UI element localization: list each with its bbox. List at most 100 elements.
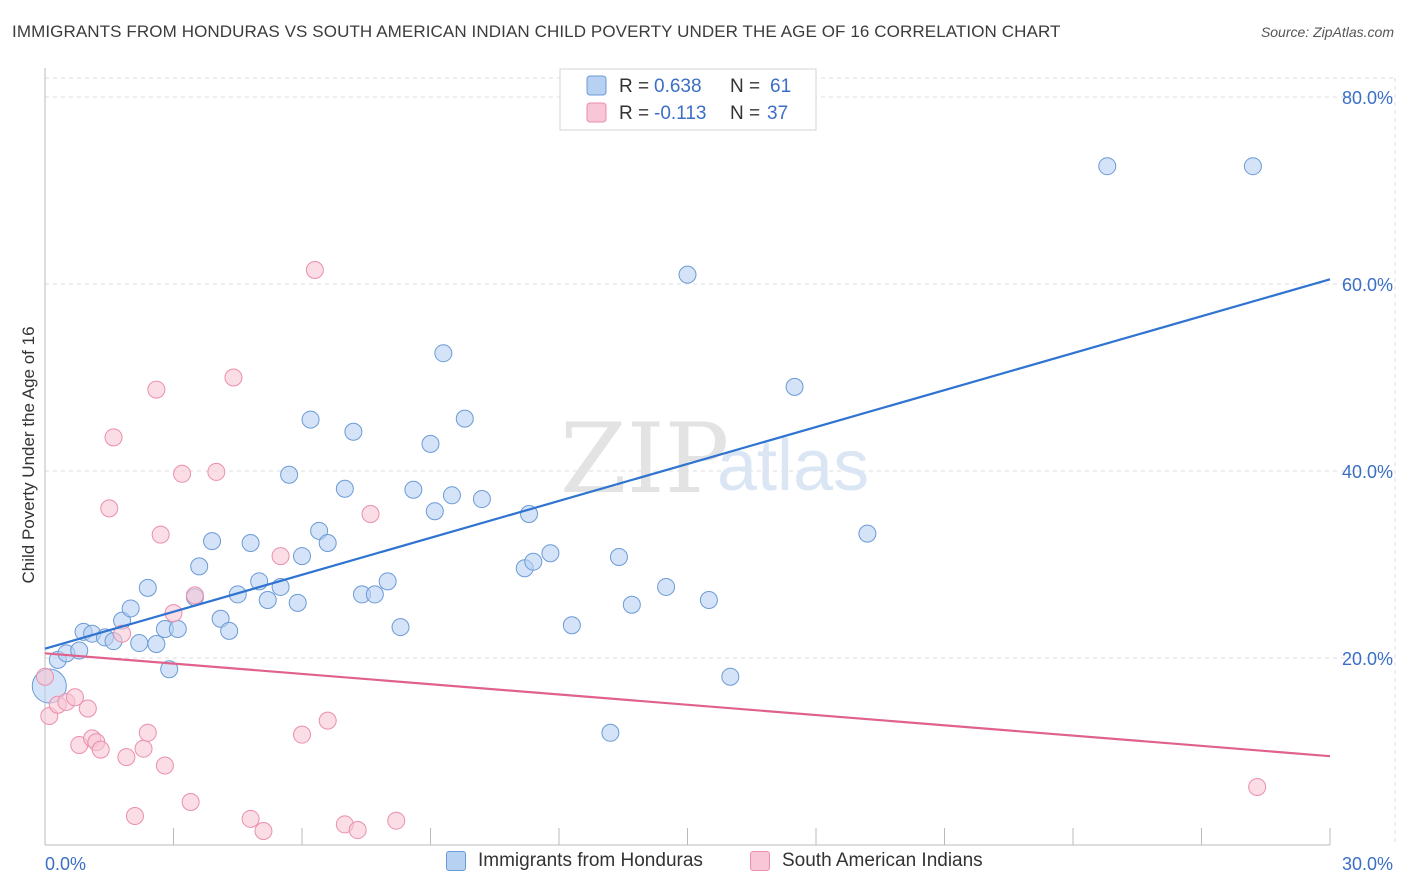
- honduras-point: [147, 634, 166, 653]
- honduras-point: [442, 486, 461, 505]
- honduras-point: [190, 557, 209, 576]
- south-american-indian-point: [207, 462, 226, 481]
- chart-title: IMMIGRANTS FROM HONDURAS VS SOUTH AMERIC…: [12, 22, 1061, 41]
- honduras-point: [1098, 157, 1117, 176]
- south-american-indian-point: [181, 792, 200, 811]
- y-tick-label: 60.0%: [1342, 275, 1393, 295]
- honduras-point: [121, 599, 140, 618]
- axes: 20.0% 40.0% 60.0% 80.0% 0.0% 30.0%: [44, 68, 1393, 874]
- source-label: Source: ZipAtlas.com: [1260, 24, 1394, 40]
- honduras-point: [365, 585, 384, 604]
- south-american-indian-point: [155, 756, 174, 775]
- honduras-point: [241, 533, 260, 552]
- honduras-point: [657, 577, 676, 596]
- legend-swatch-pink: [586, 102, 607, 123]
- south-american-indian-point: [151, 525, 170, 544]
- south-american-indian-point: [113, 624, 132, 643]
- south-american-indian-point: [117, 748, 136, 767]
- honduras-point: [211, 609, 230, 628]
- watermark-atlas: atlas: [717, 426, 869, 506]
- honduras-point: [562, 616, 581, 635]
- legend-n-label-pink: N =: [730, 103, 760, 124]
- y-axis-label: Child Poverty Under the Age of 16: [19, 326, 38, 583]
- south-american-indian-point: [241, 809, 260, 828]
- south-american-indian-point: [1248, 778, 1267, 797]
- legend-swatch-south-american-indians: [750, 851, 770, 871]
- honduras-point: [609, 548, 628, 567]
- south-american-indian-trend-line: [44, 652, 1331, 758]
- honduras-point: [524, 552, 543, 571]
- honduras-point: [541, 544, 560, 563]
- series-legend: Immigrants from Honduras South American …: [0, 850, 1406, 880]
- honduras-point: [160, 660, 179, 679]
- honduras-point: [378, 572, 397, 591]
- honduras-point: [425, 502, 444, 521]
- honduras-point: [421, 434, 440, 453]
- honduras-point: [288, 593, 307, 612]
- honduras-point: [699, 591, 718, 610]
- honduras-point: [721, 667, 740, 686]
- south-american-indian-point: [271, 547, 290, 566]
- legend-label-honduras: Immigrants from Honduras: [478, 850, 703, 871]
- legend-n-value-pink: 37: [767, 103, 788, 124]
- honduras-point: [785, 377, 804, 396]
- south-american-indian-point: [125, 807, 144, 826]
- south-american-indian-point: [293, 725, 311, 744]
- honduras-point: [318, 533, 337, 552]
- x-tick-label-min: 0.0%: [45, 854, 86, 874]
- y-tick-label: 40.0%: [1342, 462, 1393, 482]
- honduras-point: [601, 723, 620, 742]
- legend-r-label-pink: R =: [619, 103, 649, 124]
- legend-r-label-blue: R =: [619, 76, 649, 97]
- x-tick-label-max: 30.0%: [1342, 854, 1393, 874]
- legend-swatch-honduras: [446, 851, 466, 871]
- honduras-point: [678, 265, 697, 284]
- honduras-point: [622, 595, 641, 614]
- south-american-indian-point: [348, 821, 367, 840]
- trend-lines: [44, 278, 1331, 758]
- south-american-indian-point: [173, 464, 192, 483]
- legend-label-south-american-indians: South American Indians: [782, 850, 983, 871]
- honduras-trend-line: [44, 278, 1331, 650]
- honduras-point: [220, 621, 239, 640]
- south-american-indian-point: [134, 739, 153, 758]
- legend-item-honduras[interactable]: Immigrants from Honduras: [446, 850, 703, 872]
- honduras-point: [344, 422, 363, 441]
- legend-r-value-blue: 0.638: [654, 76, 702, 97]
- south-american-indian-point: [65, 688, 84, 707]
- south-american-indian-point: [305, 260, 324, 279]
- honduras-point: [404, 480, 423, 499]
- south-american-indian-point: [36, 667, 54, 686]
- watermark: ZIP atlas: [560, 403, 869, 515]
- honduras-point: [310, 521, 329, 540]
- legend-item-south-american-indians[interactable]: South American Indians: [750, 850, 983, 872]
- honduras-point: [258, 591, 277, 610]
- honduras-point: [1243, 157, 1262, 176]
- south-american-indian-point: [224, 368, 243, 387]
- south-american-indian-point: [78, 699, 97, 718]
- stats-legend: R = 0.638 N = 61 R = -0.113 N = 37: [559, 68, 817, 131]
- honduras-point: [280, 465, 299, 484]
- south-american-indian-point: [361, 505, 380, 524]
- honduras-point: [472, 490, 491, 509]
- honduras-point: [434, 344, 453, 363]
- south-american-indian-point: [91, 740, 110, 759]
- legend-r-value-pink: -0.113: [654, 103, 706, 124]
- south-american-indian-point: [104, 428, 123, 447]
- honduras-point: [335, 479, 354, 498]
- y-tick-label: 20.0%: [1342, 649, 1393, 669]
- honduras-point: [391, 618, 410, 637]
- honduras-point: [301, 410, 320, 429]
- honduras-point: [293, 547, 311, 566]
- honduras-point: [168, 620, 187, 639]
- data-points: [31, 157, 1267, 840]
- south-american-indian-point: [318, 711, 337, 730]
- honduras-point: [130, 634, 149, 653]
- honduras-point: [858, 524, 877, 543]
- legend-swatch-blue: [586, 75, 607, 96]
- south-american-indian-point: [185, 586, 204, 605]
- honduras-point: [455, 409, 474, 428]
- y-tick-label: 80.0%: [1342, 88, 1393, 108]
- honduras-point: [138, 578, 157, 597]
